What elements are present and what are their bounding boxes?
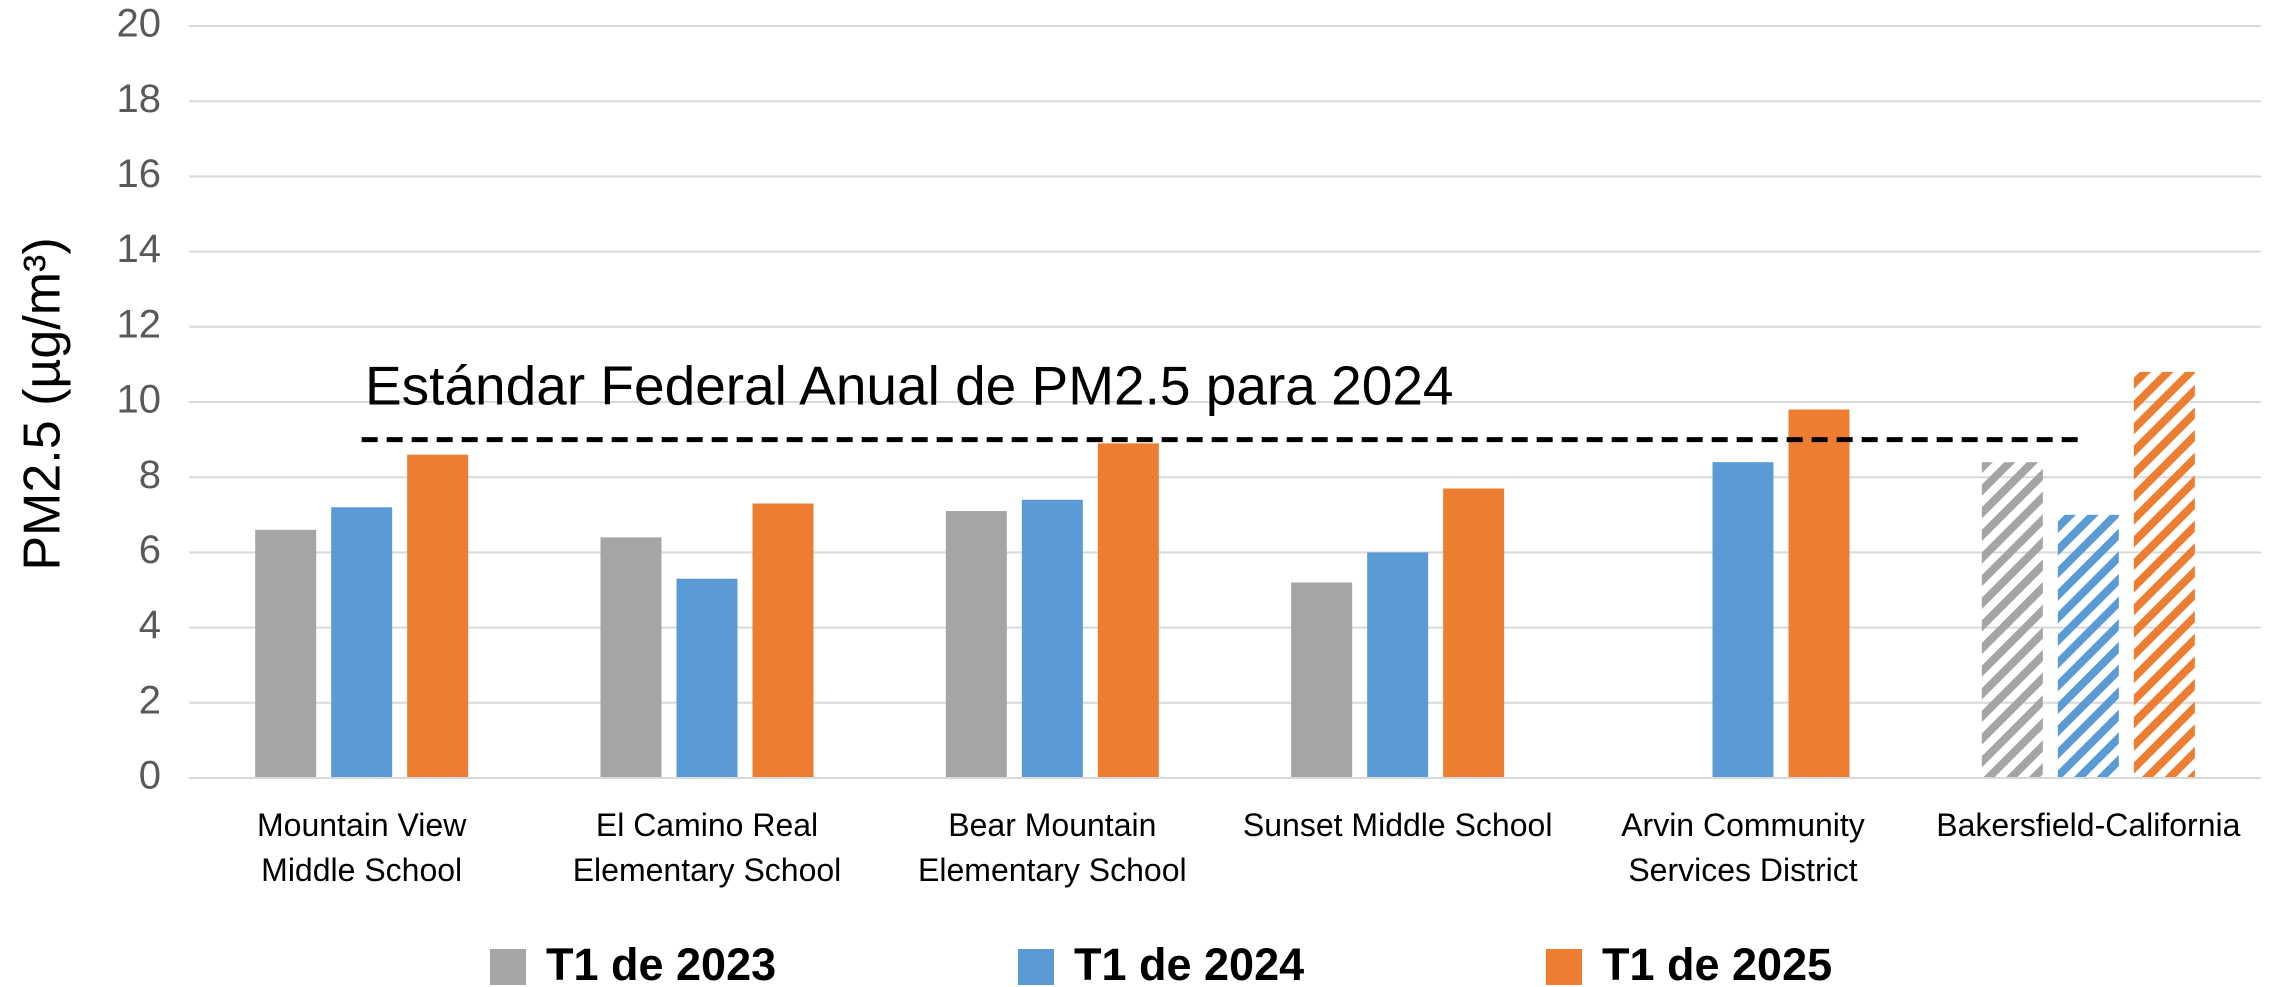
y-tick-label: 6 [139, 528, 161, 572]
legend-swatch [490, 949, 526, 985]
y-tick-label: 14 [117, 227, 162, 271]
y-tick-label: 16 [117, 152, 162, 196]
bar [1291, 582, 1353, 778]
bar [255, 529, 317, 778]
y-tick-label: 4 [139, 603, 161, 647]
bar [1367, 552, 1429, 778]
bar [2133, 371, 2195, 778]
y-tick-label: 0 [139, 754, 161, 798]
x-tick-label: El Camino Real Elementary School [573, 807, 842, 888]
y-tick-label: 20 [117, 2, 162, 46]
x-tick-label: Bakersfield-California [1936, 807, 2240, 843]
y-tick-label: 12 [117, 302, 162, 346]
legend-swatch [1546, 949, 1582, 985]
y-axis-label: PM2.5 (µg/m³) [14, 237, 72, 570]
bar [1097, 443, 1159, 778]
x-tick-label: Sunset Middle School [1243, 807, 1553, 843]
y-tick-label: 18 [117, 77, 162, 121]
y-tick-label: 10 [117, 378, 162, 422]
y-tick-label: 2 [139, 678, 161, 722]
legend-swatch [1018, 949, 1054, 985]
bar [2057, 514, 2119, 778]
x-tick-label: Arvin Community Services District [1621, 807, 1865, 888]
bar [1788, 409, 1850, 778]
legend-label: T1 de 2023 [546, 939, 776, 987]
bar [752, 503, 814, 778]
bar [1712, 462, 1774, 778]
bar [1021, 499, 1083, 778]
bar [1981, 462, 2043, 778]
bar [945, 511, 1007, 778]
legend-label: T1 de 2024 [1074, 939, 1304, 987]
x-tick-label: Mountain View Middle School [257, 807, 467, 888]
bar [600, 537, 662, 778]
bar [676, 578, 738, 778]
y-tick-label: 8 [139, 453, 161, 497]
bar [1443, 488, 1505, 778]
bar [407, 454, 469, 778]
bar [331, 507, 393, 778]
legend-label: T1 de 2025 [1602, 939, 1832, 987]
reference-label: Estándar Federal Anual de PM2.5 para 202… [365, 355, 1454, 417]
x-tick-label: Bear Mountain Elementary School [918, 807, 1187, 888]
